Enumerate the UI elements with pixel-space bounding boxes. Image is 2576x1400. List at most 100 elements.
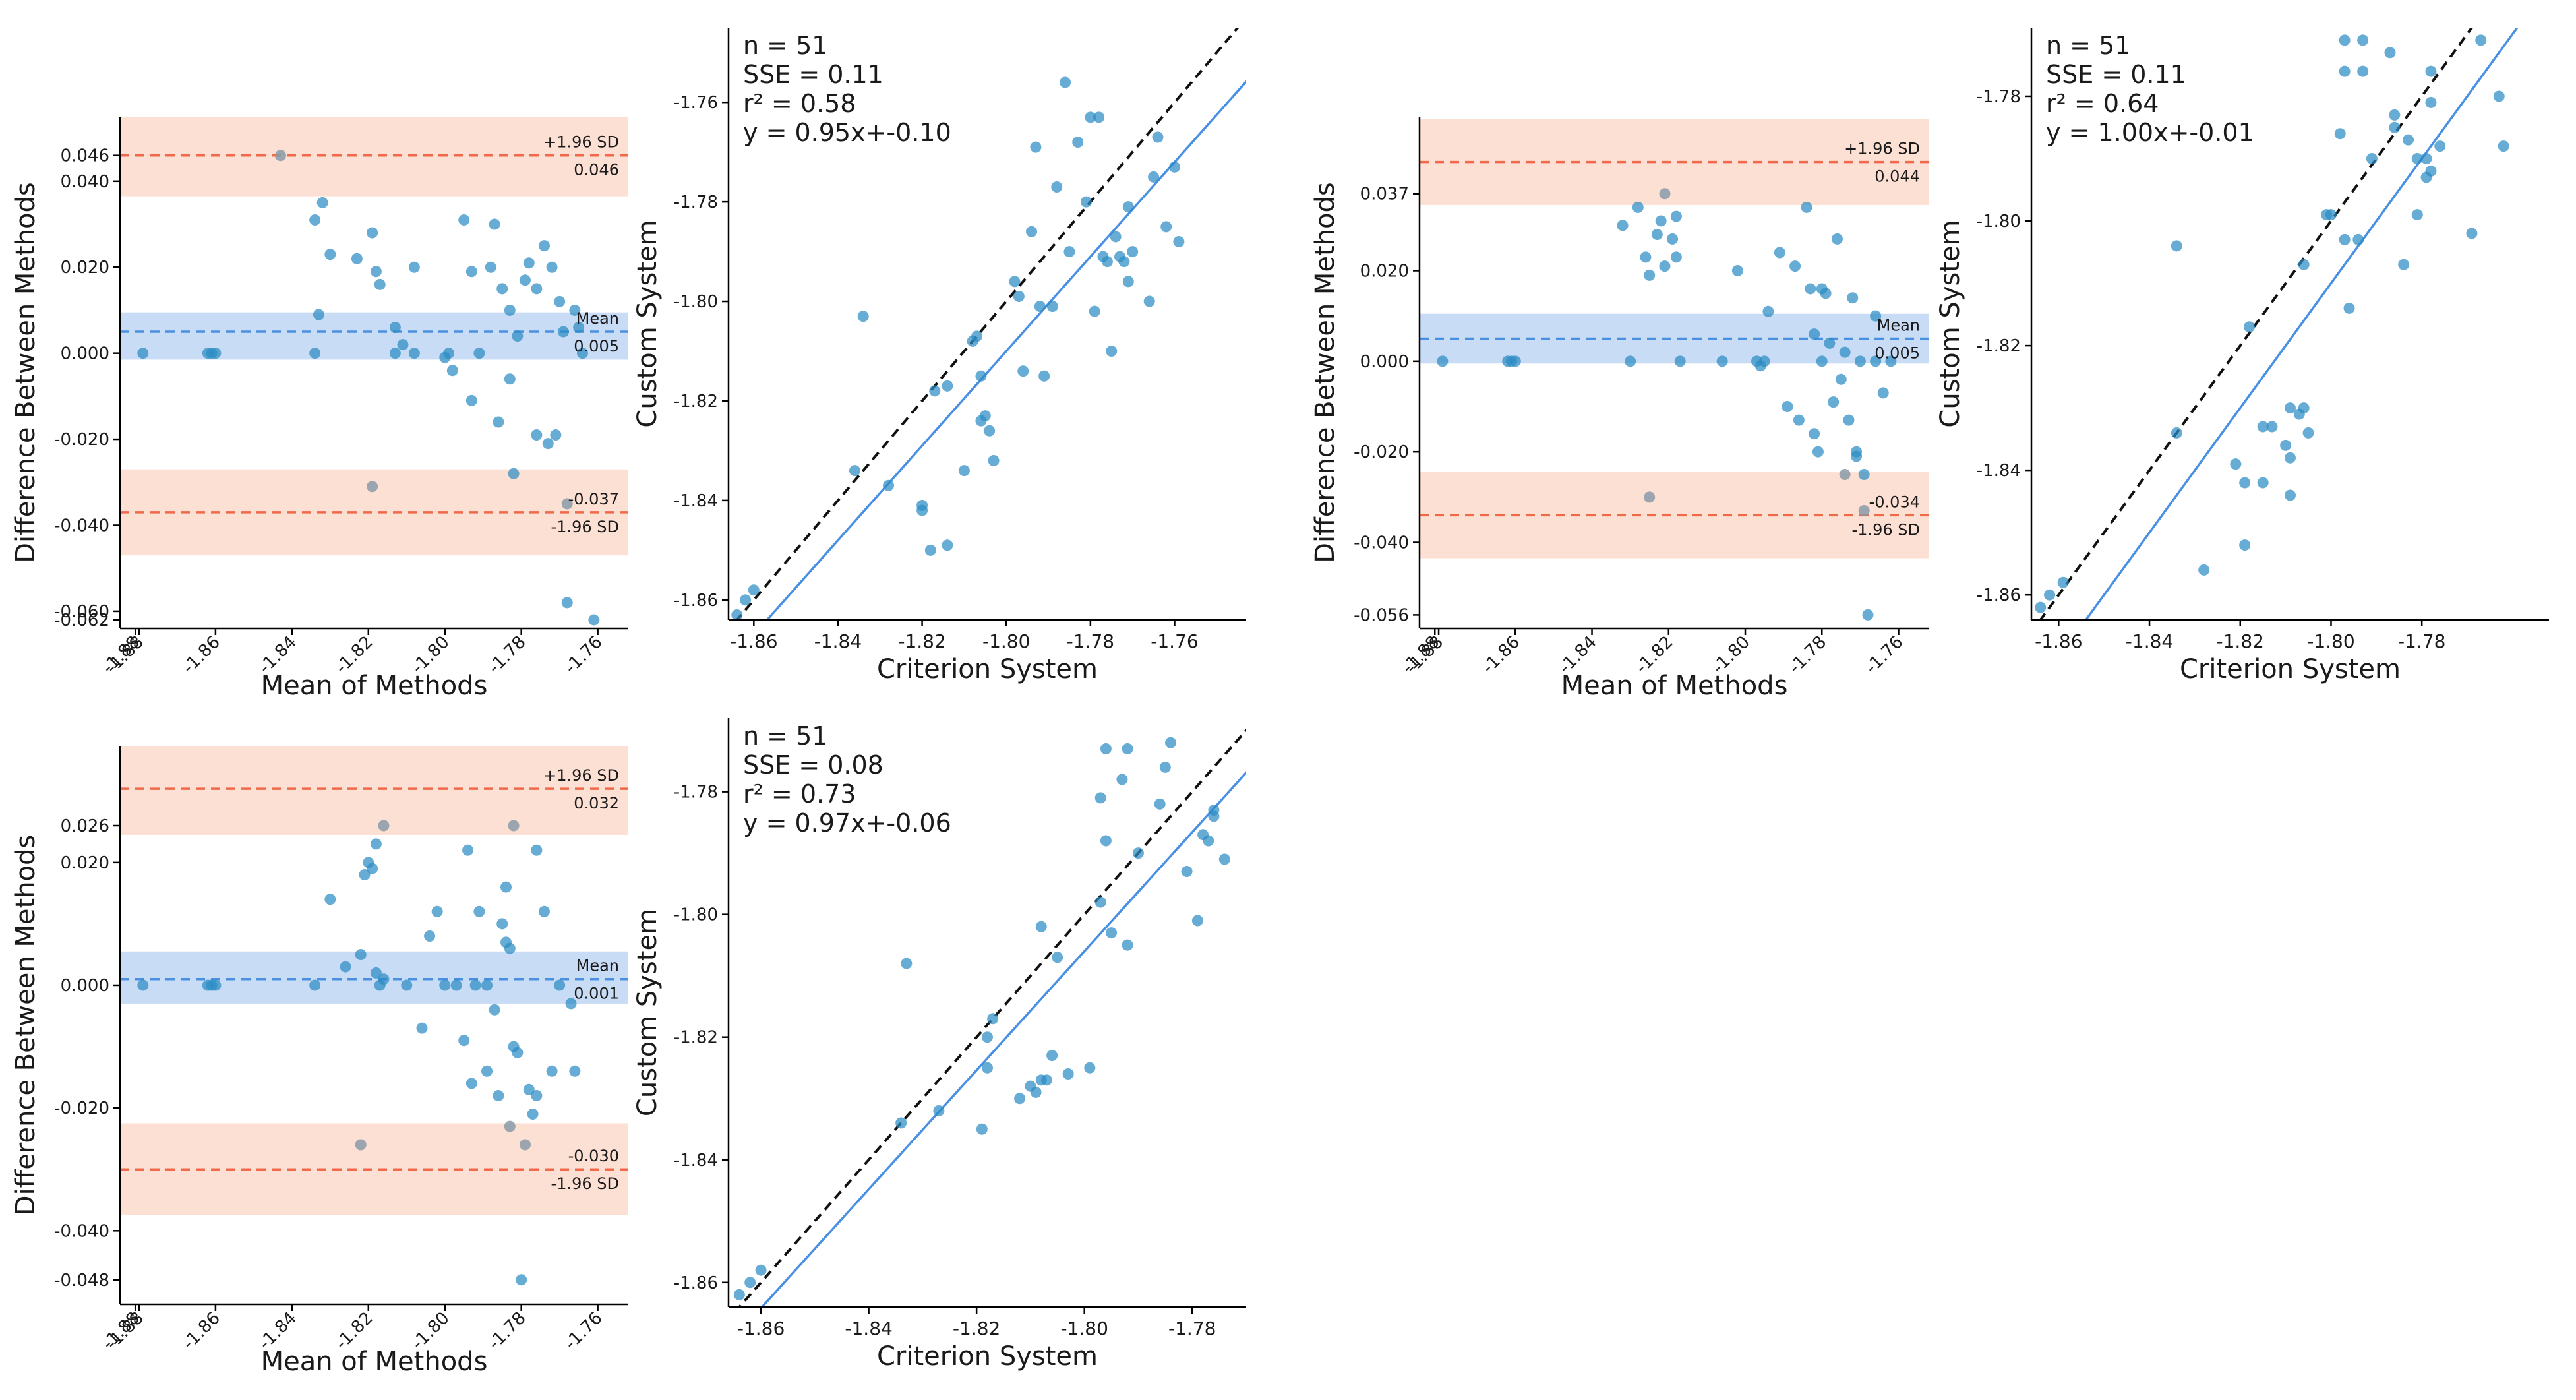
data-point	[481, 979, 493, 991]
stats-line-2: SSE = 0.11	[743, 60, 884, 89]
data-point	[2498, 140, 2509, 152]
data-point-grey	[504, 1120, 516, 1132]
lower-loa-label: -1.96 SD	[1852, 520, 1920, 539]
data-point	[1218, 853, 1230, 865]
x-axis-label: Mean of Methods	[1561, 671, 1788, 701]
data-point	[496, 918, 508, 930]
data-point	[2266, 421, 2278, 433]
regression-line	[765, 80, 1246, 620]
data-point	[942, 380, 953, 392]
data-point	[982, 1031, 993, 1043]
data-point	[982, 1062, 993, 1074]
data-point	[1173, 235, 1185, 247]
data-point	[755, 1264, 767, 1276]
mean-label: Mean	[1877, 316, 1920, 334]
data-point-grey	[561, 498, 573, 510]
data-point	[1014, 1093, 1026, 1105]
data-point	[1655, 215, 1667, 227]
data-point	[531, 844, 543, 856]
data-point	[1437, 355, 1449, 367]
data-point	[2198, 564, 2210, 576]
data-point	[1122, 201, 1134, 213]
stats-line-1: n = 51	[743, 721, 827, 750]
data-point	[1801, 201, 1812, 213]
data-point	[1072, 137, 1084, 148]
data-point	[1674, 355, 1686, 367]
data-point	[1670, 251, 1682, 263]
data-point	[1046, 1050, 1058, 1062]
data-point	[2302, 427, 2314, 439]
data-point	[1101, 256, 1113, 268]
data-point	[473, 348, 485, 359]
data-point	[389, 322, 401, 334]
data-point	[2339, 34, 2351, 46]
data-point	[408, 261, 420, 273]
stats-line-3: r² = 0.64	[2046, 89, 2159, 118]
data-point	[309, 348, 321, 359]
data-point	[542, 438, 554, 450]
y-tick-label: -0.060	[54, 602, 109, 622]
data-point	[473, 905, 485, 917]
data-point	[1754, 360, 1766, 372]
y-tick-label: -0.020	[54, 1099, 109, 1118]
data-point	[2339, 65, 2351, 77]
y-tick-label: -0.040	[1354, 533, 1409, 553]
mean-value: 0.005	[574, 337, 619, 355]
data-point	[1659, 260, 1671, 272]
x-tick-label: -1.76	[561, 632, 607, 678]
data-point	[458, 214, 470, 226]
data-point	[744, 1277, 756, 1289]
data-point	[424, 930, 436, 942]
stats-line-2: SSE = 0.08	[743, 750, 884, 779]
data-point	[443, 348, 455, 359]
y-axis-label: Custom System	[632, 909, 663, 1116]
data-point	[554, 295, 566, 307]
data-point	[1143, 295, 1155, 307]
data-point	[2298, 259, 2310, 270]
data-point	[2366, 153, 2378, 165]
data-point	[504, 942, 516, 954]
data-point	[958, 465, 970, 477]
data-point	[1731, 264, 1743, 276]
x-tick-label: -1.78	[1067, 630, 1114, 652]
data-point	[1084, 1062, 1096, 1074]
data-point	[1762, 305, 1774, 317]
y-tick-label: 0.020	[61, 853, 109, 873]
data-point	[2471, 10, 2482, 21]
y-tick-label: 0.020	[1360, 261, 1409, 281]
data-point	[1716, 355, 1728, 367]
data-point	[1809, 428, 1820, 440]
data-point	[397, 339, 409, 351]
data-point	[340, 961, 351, 973]
data-point	[2489, 10, 2500, 21]
data-point	[450, 979, 462, 991]
stats-line-1: n = 51	[2046, 31, 2130, 60]
data-point	[313, 309, 324, 320]
data-point	[504, 304, 516, 316]
y-tick-label: 0.020	[61, 258, 109, 278]
stats-line-4: y = 0.97x+-0.06	[743, 808, 951, 837]
data-point	[1774, 247, 1785, 259]
identity-line	[2039, 28, 2474, 620]
data-point	[1110, 231, 1122, 243]
data-point	[546, 1065, 558, 1077]
data-point	[546, 261, 558, 273]
data-point	[561, 597, 573, 609]
x-tick-label: -1.78	[1168, 1318, 1216, 1339]
data-point	[1106, 346, 1118, 357]
stats-line-4: y = 0.95x+-0.10	[743, 118, 951, 147]
lower-loa-value: -0.030	[568, 1147, 619, 1165]
data-point	[2411, 153, 2423, 165]
data-point	[465, 394, 477, 406]
data-point-grey	[1644, 491, 1656, 503]
data-point-grey	[1839, 469, 1851, 481]
y-tick-label: -0.062	[54, 611, 109, 630]
x-tick-label: -1.82	[898, 630, 945, 652]
data-point	[481, 1065, 493, 1077]
data-point	[1816, 355, 1828, 367]
data-point	[895, 1117, 907, 1129]
data-point	[1191, 915, 1203, 927]
